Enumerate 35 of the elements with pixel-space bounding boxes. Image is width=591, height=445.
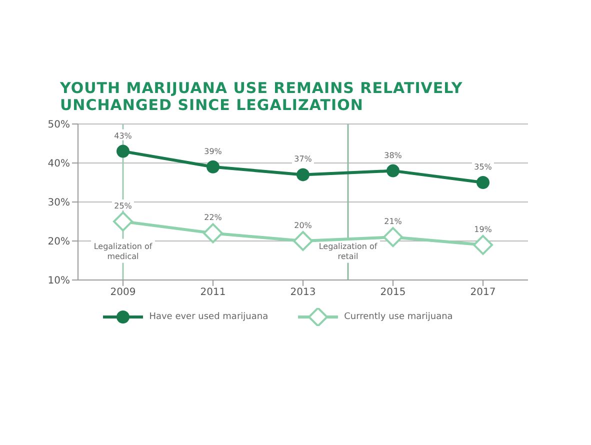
point bbox=[206, 160, 220, 174]
x-tick-label: 2013 bbox=[290, 287, 316, 298]
point bbox=[386, 164, 400, 178]
y-tick-label: 50% bbox=[48, 120, 70, 131]
legend-label: Currently use marijuana bbox=[343, 311, 453, 324]
point bbox=[203, 223, 223, 244]
x-tick-label: 2015 bbox=[380, 287, 406, 298]
point bbox=[476, 176, 490, 189]
data-label: 19% bbox=[474, 224, 492, 234]
data-label: 22% bbox=[204, 213, 222, 222]
ref-line-label: Legalization of retail bbox=[318, 242, 378, 261]
point bbox=[116, 144, 130, 158]
data-label: 25% bbox=[114, 202, 132, 210]
y-tick-label: 30% bbox=[48, 198, 70, 209]
data-label: 37% bbox=[294, 154, 312, 164]
data-label: 21% bbox=[384, 217, 402, 226]
legend-label: Have ever used marijuana bbox=[148, 311, 268, 324]
point bbox=[383, 227, 403, 248]
x-tick-label: 2011 bbox=[200, 287, 226, 298]
point bbox=[113, 212, 133, 232]
y-tick-label: 40% bbox=[48, 158, 70, 170]
x-tick-label: 2017 bbox=[470, 287, 496, 298]
data-label: 35% bbox=[474, 162, 492, 172]
data-label: 43% bbox=[114, 131, 132, 140]
data-label: 20% bbox=[294, 221, 312, 230]
chart-title: YOUTH MARIJUANA USE REMAINS RELATIVELY UNCHANGED SINCE LEGALIZATION bbox=[60, 79, 464, 114]
ref-line-label: Legalization of medical bbox=[94, 242, 152, 261]
point bbox=[293, 231, 313, 251]
data-label: 38% bbox=[384, 150, 402, 160]
x-tick-label: 2009 bbox=[110, 287, 136, 298]
point bbox=[473, 234, 493, 255]
data-label: 39% bbox=[204, 146, 222, 156]
y-tick-label: 10% bbox=[48, 276, 70, 287]
point bbox=[296, 168, 310, 182]
y-tick-label: 20% bbox=[48, 236, 70, 248]
